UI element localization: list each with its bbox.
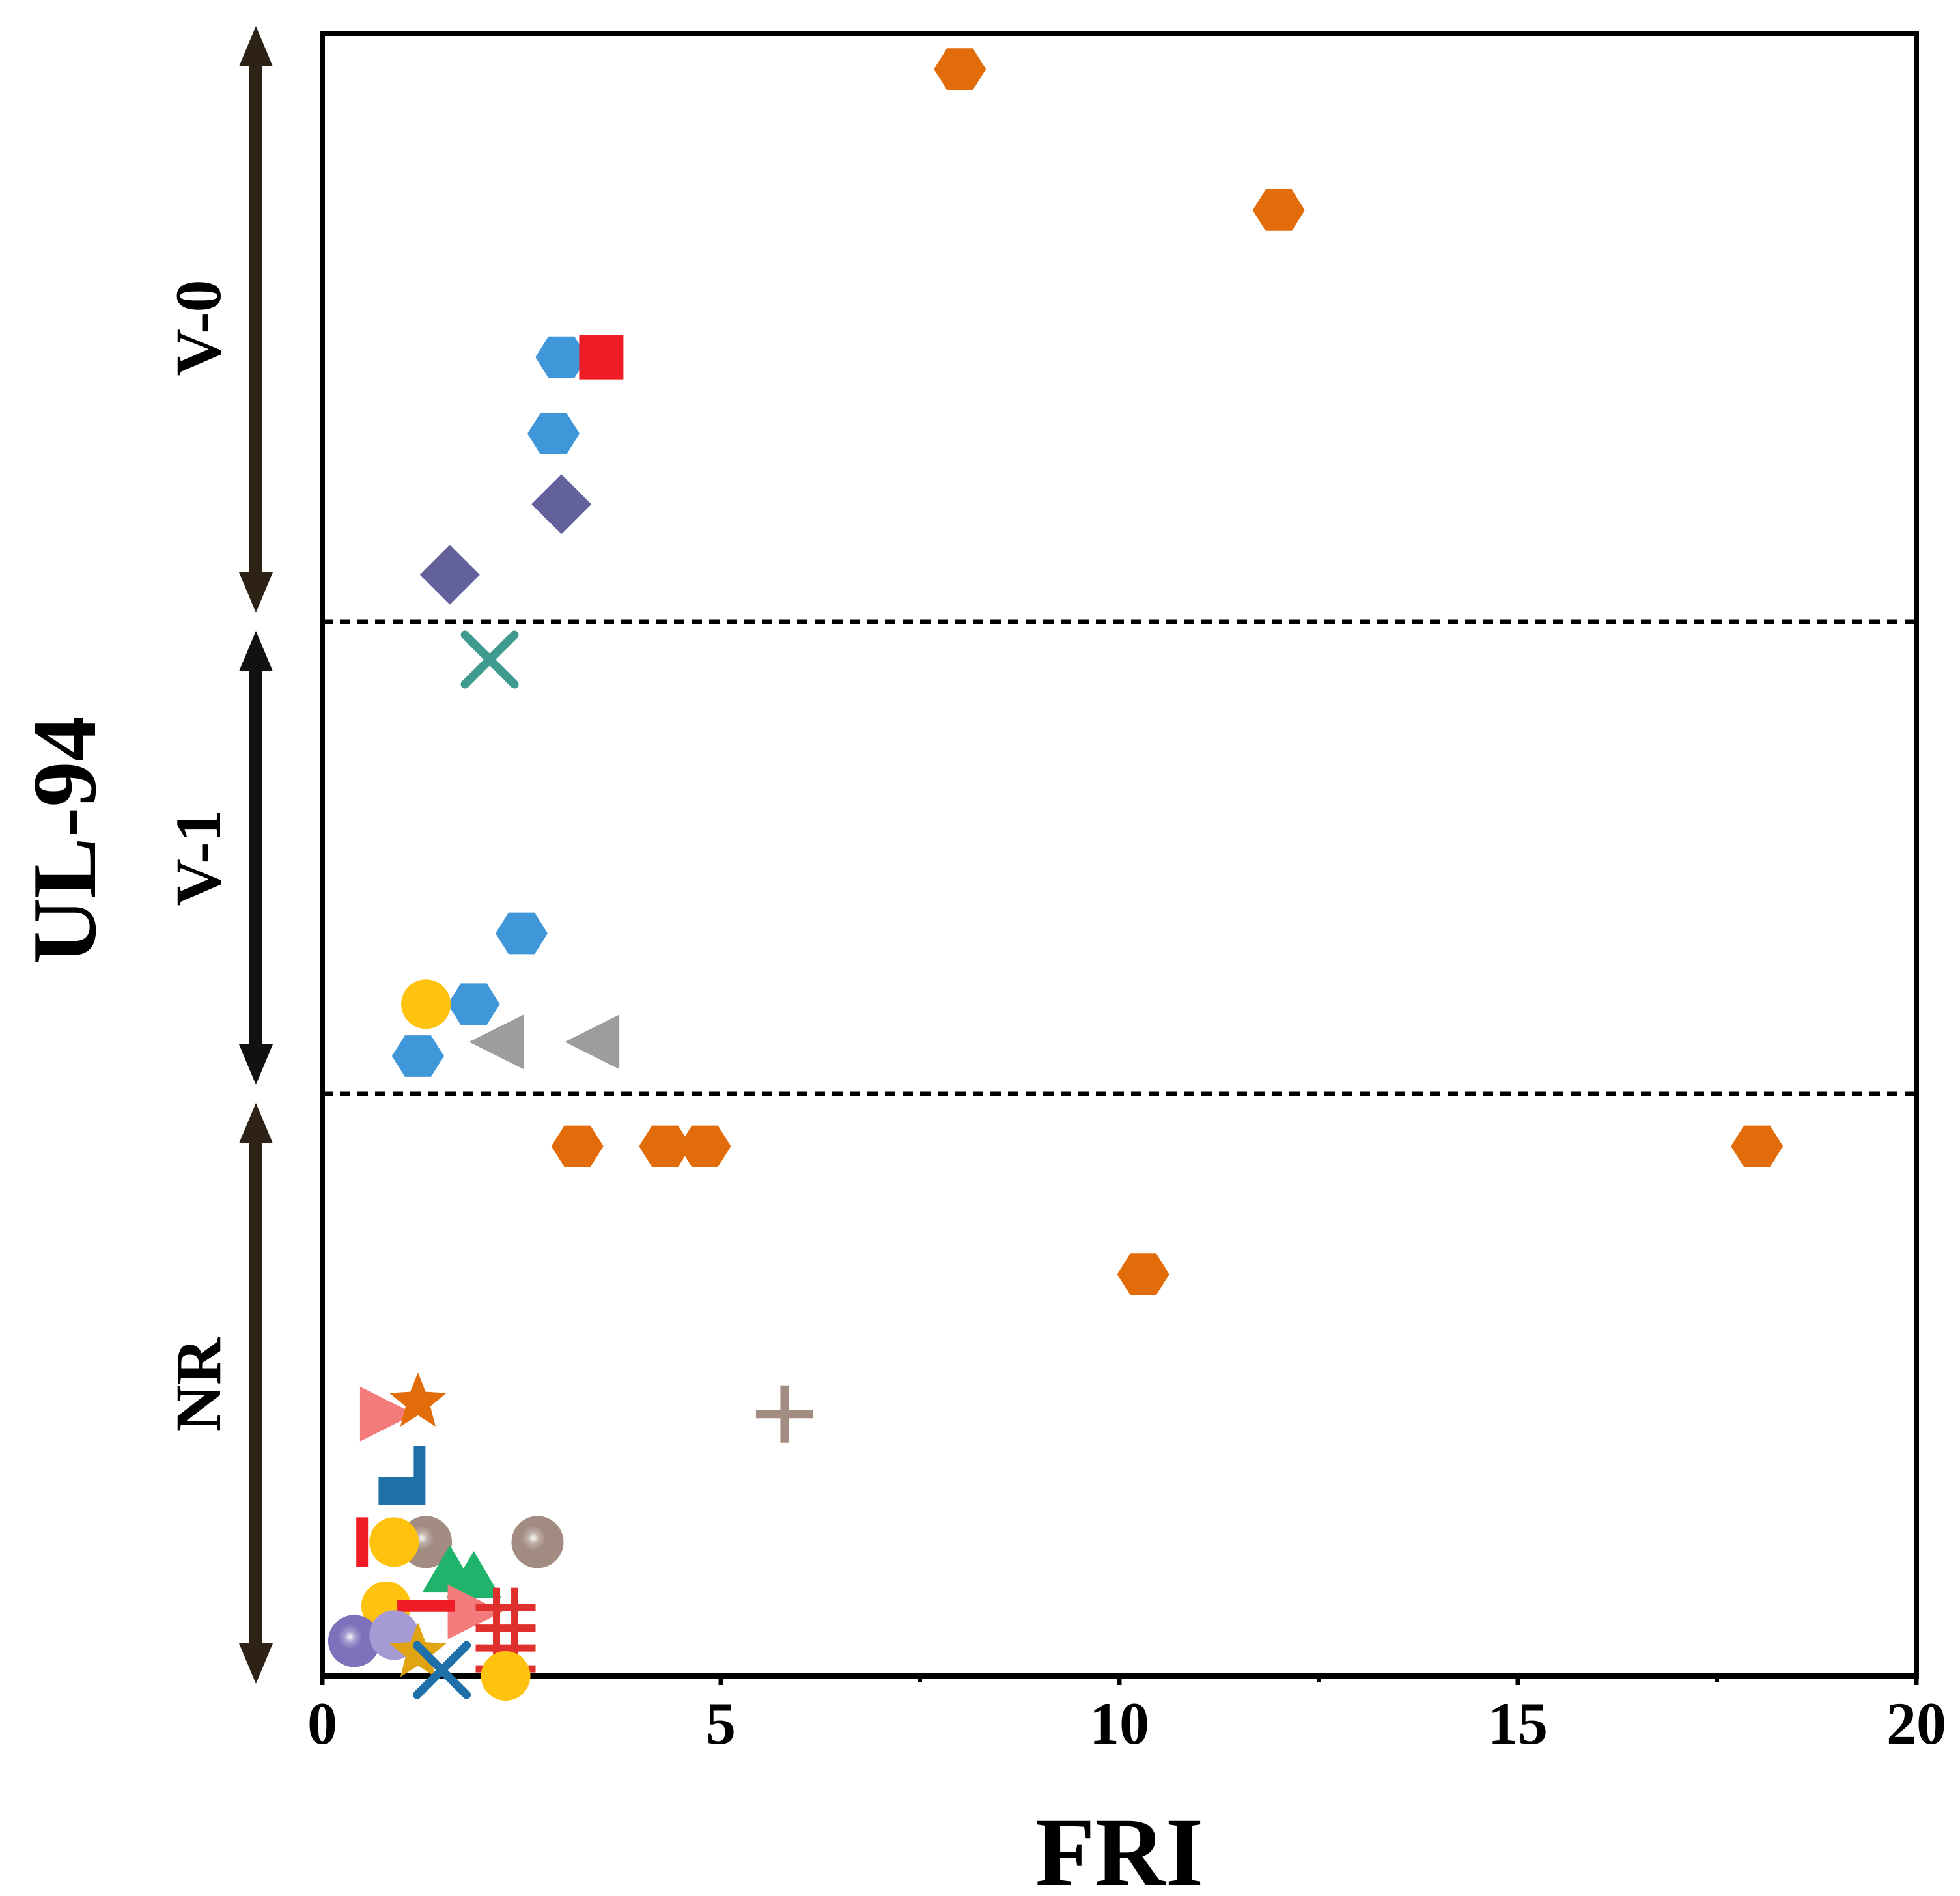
x-tick-label: 20 bbox=[1886, 1690, 1946, 1757]
ul94-rating-bands: V-0 V-1 NR bbox=[162, 26, 273, 1684]
star-marker bbox=[389, 1372, 447, 1427]
hexagon-marker bbox=[1117, 1253, 1169, 1295]
x-tick-label: 15 bbox=[1488, 1690, 1548, 1757]
circle-marker bbox=[369, 1517, 419, 1567]
hexagon-marker bbox=[391, 1035, 444, 1077]
hexagon-marker bbox=[551, 1125, 604, 1167]
hexagon-marker bbox=[1252, 189, 1305, 231]
x-tick-label: 5 bbox=[706, 1690, 736, 1757]
triangle-right-marker bbox=[359, 1386, 415, 1442]
x-axis-ticks bbox=[320, 1676, 1919, 1685]
x-marker bbox=[460, 630, 519, 689]
rating-label: NR bbox=[162, 1337, 234, 1432]
data-points bbox=[328, 48, 1784, 1701]
circle-marker bbox=[401, 979, 451, 1029]
rating-arrow-head-up bbox=[239, 26, 273, 66]
sphere-marker bbox=[328, 1615, 380, 1667]
triangle-left-marker bbox=[469, 1014, 524, 1070]
triangle-up-marker bbox=[446, 1551, 501, 1598]
diamond-marker bbox=[419, 544, 480, 605]
hexagon-marker bbox=[535, 336, 588, 378]
y-axis-title: UL-94 bbox=[14, 716, 115, 964]
diamond-marker bbox=[531, 474, 592, 535]
sphere-highlight bbox=[328, 1615, 380, 1667]
hexagon-marker bbox=[934, 48, 987, 90]
rating-arrow-shaft bbox=[249, 64, 262, 575]
sphere-highlight bbox=[511, 1516, 564, 1568]
rating-arrow-shaft bbox=[249, 669, 262, 1047]
rating-arrow-head-down bbox=[239, 572, 273, 613]
rating-arrow-head-down bbox=[239, 1643, 273, 1684]
hexagon-marker bbox=[496, 912, 548, 955]
hexagon-marker bbox=[447, 983, 500, 1025]
triangle-left-marker bbox=[565, 1014, 620, 1070]
x-tick-label: 0 bbox=[307, 1690, 337, 1757]
plot-frame bbox=[320, 31, 1919, 1679]
x-tick-label: 10 bbox=[1089, 1690, 1149, 1757]
sphere-marker bbox=[511, 1516, 564, 1568]
rating-arrow-head-up bbox=[239, 631, 273, 671]
x-marker bbox=[413, 1641, 471, 1699]
vbar-marker bbox=[356, 1517, 369, 1567]
hexagon-marker bbox=[679, 1125, 731, 1167]
l-shape-marker bbox=[378, 1445, 426, 1505]
rating-arrow-head-down bbox=[239, 1044, 273, 1085]
minus-marker bbox=[397, 1600, 455, 1612]
plus-marker bbox=[755, 1385, 813, 1443]
hexagon-marker bbox=[527, 413, 580, 454]
rating-arrow-head-up bbox=[239, 1103, 273, 1143]
hexagon-marker bbox=[639, 1125, 692, 1167]
x-axis-tick-labels: 0 5 10 15 20 bbox=[307, 1690, 1946, 1757]
x-axis-title: FRI bbox=[1035, 1798, 1203, 1896]
x-stroke bbox=[413, 1641, 471, 1699]
rating-arrow-shaft bbox=[249, 1141, 262, 1646]
x-stroke bbox=[460, 630, 519, 689]
hexagon-marker bbox=[1731, 1125, 1784, 1167]
circle-marker bbox=[481, 1651, 531, 1701]
triangle-right-marker bbox=[447, 1584, 503, 1639]
square-marker bbox=[579, 335, 624, 380]
rating-label: V-0 bbox=[162, 279, 234, 376]
rating-label: V-1 bbox=[162, 809, 234, 906]
